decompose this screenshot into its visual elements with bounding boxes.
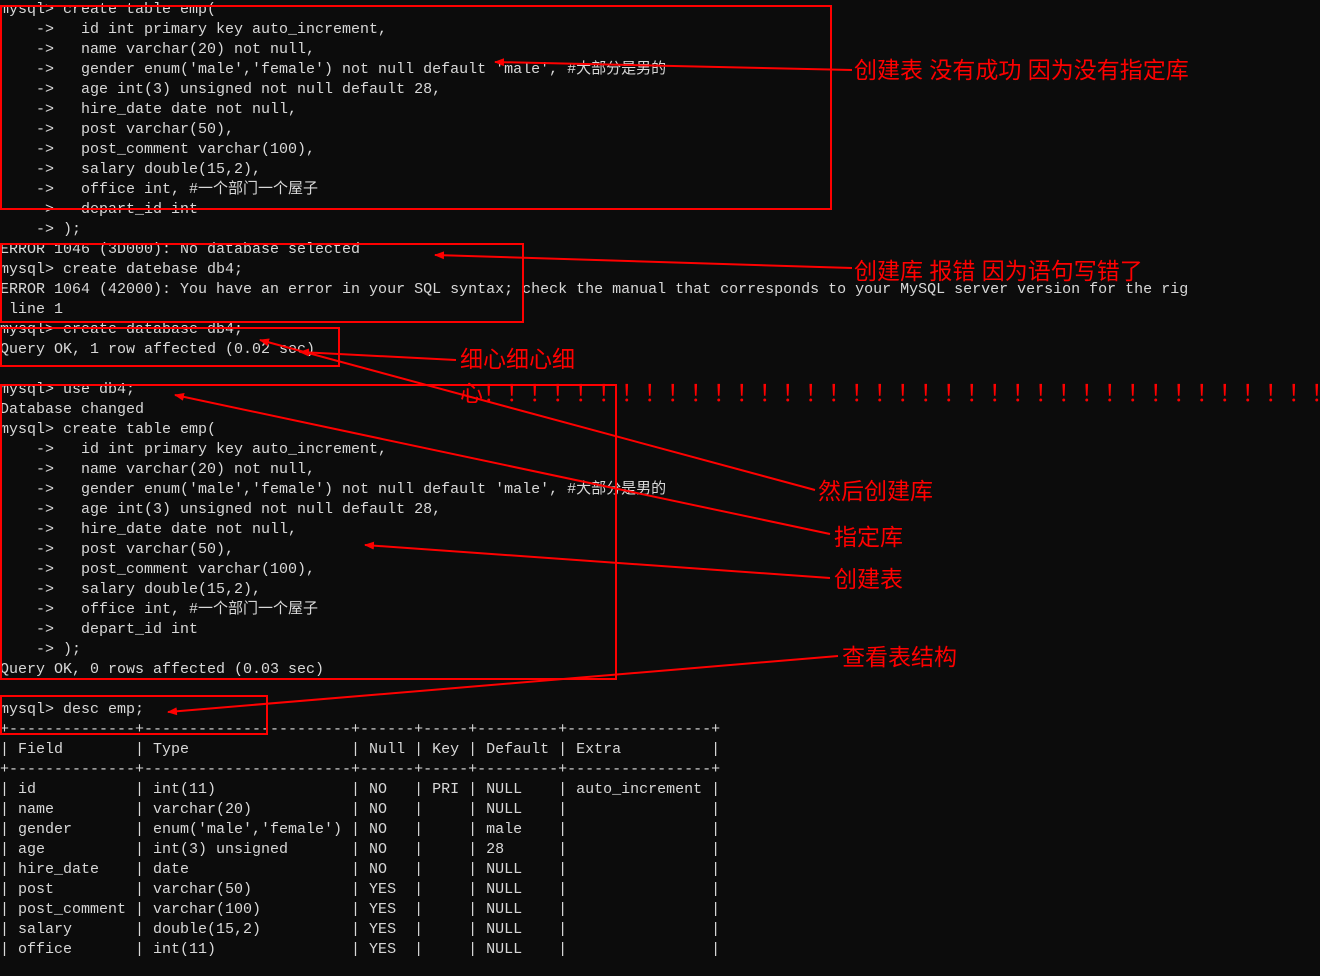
- terminal-line: Query OK, 0 rows affected (0.03 sec): [0, 660, 1320, 680]
- terminal-line: mysql> create table emp(: [0, 420, 1320, 440]
- terminal-line: line 1: [0, 300, 1320, 320]
- terminal-line: -> gender enum('male','female') not null…: [0, 60, 1320, 80]
- terminal-line: | post | varchar(50) | YES | | NULL | |: [0, 880, 1320, 900]
- terminal-line: -> gender enum('male','female') not null…: [0, 480, 1320, 500]
- terminal-line: Query OK, 1 row affected (0.02 sec): [0, 340, 1320, 360]
- terminal-line: mysql> create database db4;: [0, 320, 1320, 340]
- terminal-line: -> salary double(15,2),: [0, 160, 1320, 180]
- terminal-line: -> name varchar(20) not null,: [0, 40, 1320, 60]
- terminal-line: +--------------+-----------------------+…: [0, 760, 1320, 780]
- terminal-line: mysql> create datebase db4;: [0, 260, 1320, 280]
- terminal-line: | Field | Type | Null | Key | Default | …: [0, 740, 1320, 760]
- terminal-line: +--------------+-----------------------+…: [0, 720, 1320, 740]
- terminal-line: | office | int(11) | YES | | NULL | |: [0, 940, 1320, 960]
- terminal-line: | gender | enum('male','female') | NO | …: [0, 820, 1320, 840]
- terminal-line: | post_comment | varchar(100) | YES | | …: [0, 900, 1320, 920]
- terminal-line: -> hire_date date not null,: [0, 100, 1320, 120]
- terminal-line: ERROR 1046 (3D000): No database selected: [0, 240, 1320, 260]
- terminal-line: | age | int(3) unsigned | NO | | 28 | |: [0, 840, 1320, 860]
- terminal-output: mysql> create table emp( -> id int prima…: [0, 0, 1320, 960]
- terminal-line: mysql> create table emp(: [0, 0, 1320, 20]
- terminal-line: -> age int(3) unsigned not null default …: [0, 500, 1320, 520]
- terminal-line: | salary | double(15,2) | YES | | NULL |…: [0, 920, 1320, 940]
- terminal-line: -> office int, #一个部门一个屋子: [0, 600, 1320, 620]
- terminal-line: -> );: [0, 220, 1320, 240]
- terminal-line: | hire_date | date | NO | | NULL | |: [0, 860, 1320, 880]
- terminal-line: [0, 360, 1320, 380]
- terminal-line: -> id int primary key auto_increment,: [0, 20, 1320, 40]
- terminal-line: -> hire_date date not null,: [0, 520, 1320, 540]
- terminal-line: mysql> use db4;: [0, 380, 1320, 400]
- terminal-line: -> salary double(15,2),: [0, 580, 1320, 600]
- terminal-line: [0, 680, 1320, 700]
- terminal-line: -> depart_id int: [0, 620, 1320, 640]
- terminal-line: -> );: [0, 640, 1320, 660]
- terminal-line: -> id int primary key auto_increment,: [0, 440, 1320, 460]
- terminal-line: -> post_comment varchar(100),: [0, 140, 1320, 160]
- terminal-line: ERROR 1064 (42000): You have an error in…: [0, 280, 1320, 300]
- terminal-line: -> post varchar(50),: [0, 120, 1320, 140]
- terminal-line: -> post_comment varchar(100),: [0, 560, 1320, 580]
- terminal-line: Database changed: [0, 400, 1320, 420]
- terminal-line: -> depart_id int: [0, 200, 1320, 220]
- terminal-line: | name | varchar(20) | NO | | NULL | |: [0, 800, 1320, 820]
- terminal-line: -> age int(3) unsigned not null default …: [0, 80, 1320, 100]
- terminal-line: -> office int, #一个部门一个屋子: [0, 180, 1320, 200]
- terminal-line: mysql> desc emp;: [0, 700, 1320, 720]
- terminal-line: -> name varchar(20) not null,: [0, 460, 1320, 480]
- terminal-line: | id | int(11) | NO | PRI | NULL | auto_…: [0, 780, 1320, 800]
- terminal-line: -> post varchar(50),: [0, 540, 1320, 560]
